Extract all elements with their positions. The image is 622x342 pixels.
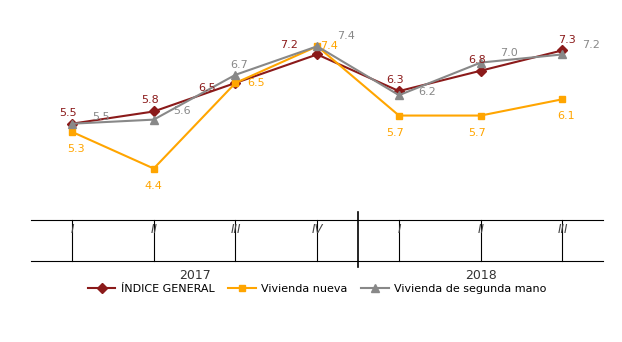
Text: 6.1: 6.1	[558, 111, 575, 121]
Text: 6.7: 6.7	[231, 60, 248, 69]
Text: 7.4: 7.4	[337, 31, 355, 41]
Legend: ÍNDICE GENERAL, Vivienda nueva, Vivienda de segunda mano: ÍNDICE GENERAL, Vivienda nueva, Vivienda…	[83, 279, 551, 298]
Text: 5.8: 5.8	[141, 95, 159, 105]
Text: 5.3: 5.3	[67, 144, 85, 154]
Text: 6.2: 6.2	[419, 87, 437, 97]
Text: II: II	[477, 223, 484, 236]
Text: 5.5: 5.5	[92, 112, 109, 122]
Text: 6.3: 6.3	[386, 75, 404, 85]
Text: II: II	[151, 223, 157, 236]
Text: 6.5: 6.5	[247, 78, 265, 88]
Text: 7.2: 7.2	[582, 40, 600, 50]
Text: 4.4: 4.4	[145, 181, 163, 191]
Text: 6.5: 6.5	[198, 83, 216, 93]
Text: 5.6: 5.6	[174, 106, 191, 116]
Text: 7.3: 7.3	[558, 36, 575, 45]
Text: III: III	[557, 223, 568, 236]
Text: 2017: 2017	[179, 269, 210, 282]
Text: 7.0: 7.0	[501, 48, 518, 58]
Text: IV: IV	[312, 223, 323, 236]
Text: I: I	[397, 223, 401, 236]
Text: 7.4: 7.4	[320, 41, 338, 51]
Text: 6.8: 6.8	[468, 55, 486, 65]
Text: I: I	[70, 223, 74, 236]
Text: III: III	[230, 223, 241, 236]
Text: 5.5: 5.5	[59, 108, 77, 118]
Text: 5.7: 5.7	[468, 128, 486, 138]
Text: 7.2: 7.2	[280, 40, 297, 50]
Text: 2018: 2018	[465, 269, 496, 282]
Text: 5.7: 5.7	[386, 128, 404, 138]
